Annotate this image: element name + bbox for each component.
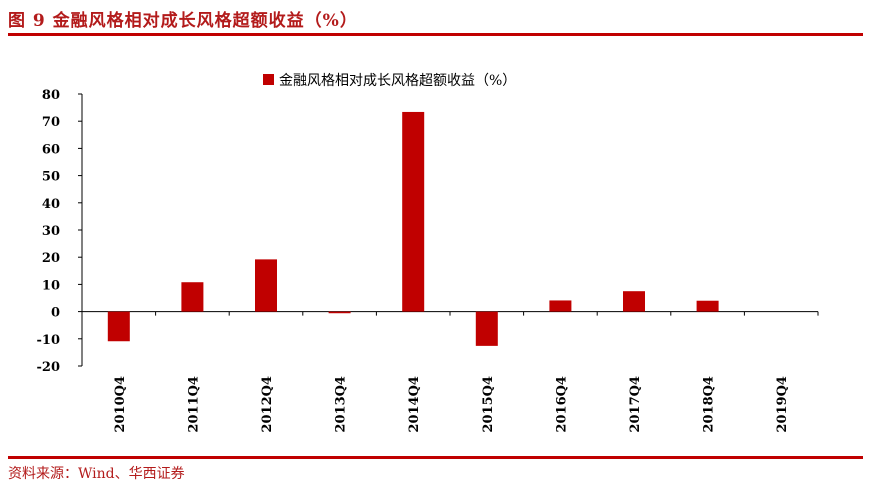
- x-tick-label: 2016Q4: [554, 376, 569, 433]
- x-tick-label: 2010Q4: [113, 376, 128, 433]
- figure-title: 图 9 金融风格相对成长风格超额收益（%）: [8, 11, 358, 31]
- legend: 金融风格相对成长风格超额收益（%）: [263, 73, 516, 89]
- y-tick-label: 50: [42, 170, 60, 185]
- bar-2012Q4: [255, 259, 277, 312]
- y-tick-label: -20: [37, 360, 61, 375]
- y-tick-label: 20: [42, 251, 60, 266]
- y-tick-label: 60: [42, 142, 60, 157]
- y-tick-label: 70: [42, 115, 60, 130]
- x-tick-label: 2019Q4: [775, 376, 790, 433]
- x-tick-label: 2017Q4: [628, 376, 643, 433]
- x-axis: 2010Q4 2011Q4 2012Q4 2013Q4 2014Q4 2015Q4 2016…: [81, 311, 819, 433]
- x-tick-label: 2011Q4: [186, 376, 201, 433]
- bar-2015Q4: [475, 311, 498, 346]
- bottom-rule: [8, 456, 863, 459]
- x-tick-label: 2014Q4: [407, 376, 422, 433]
- bars: [107, 111, 719, 346]
- bar-2017Q4: [623, 291, 645, 312]
- y-axis: -20 -10 0 10 20 30 40 50 60 70 80: [37, 88, 83, 375]
- x-tick-label: 2018Q4: [702, 376, 717, 433]
- legend-swatch: [263, 74, 274, 85]
- y-tick-label: 40: [42, 197, 60, 212]
- x-tick-label: 2012Q4: [260, 376, 275, 433]
- legend-label: 金融风格相对成长风格超额收益（%）: [279, 73, 516, 89]
- top-rule: [8, 33, 863, 36]
- source-note: 资料来源：Wind、华西证券: [8, 466, 185, 482]
- y-tick-label: 80: [42, 88, 60, 103]
- bar-2010Q4: [107, 311, 130, 342]
- y-tick-label: -10: [37, 333, 61, 348]
- bar-2016Q4: [549, 300, 572, 312]
- bar-2011Q4: [181, 282, 204, 312]
- y-tick-label: 10: [42, 278, 60, 293]
- x-tick-label: 2013Q4: [334, 376, 349, 433]
- y-tick-label: 0: [51, 306, 60, 321]
- x-tick-label: 2015Q4: [481, 376, 496, 433]
- bar-2018Q4: [696, 300, 719, 312]
- bar-2014Q4: [402, 111, 425, 312]
- bar-chart: 金融风格相对成长风格超额收益（%） -20 -10 0 10 20 30 40 50 60 70 8…: [37, 73, 819, 433]
- bar-2013Q4: [328, 311, 351, 314]
- y-tick-label: 30: [42, 224, 60, 239]
